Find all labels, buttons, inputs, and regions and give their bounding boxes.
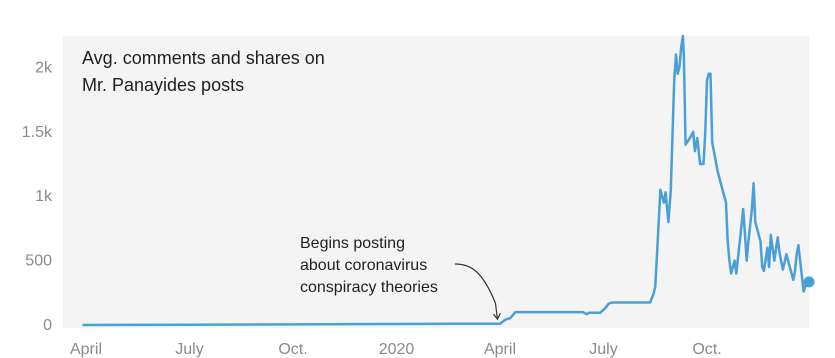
- annotation-line-1: Begins posting: [300, 235, 405, 252]
- x-tick-label: April: [70, 341, 102, 358]
- y-tick-label: 0: [43, 317, 52, 334]
- x-tick-label: April: [484, 341, 516, 358]
- annotation-arrowhead: [492, 312, 501, 321]
- x-tick-label: July: [175, 341, 203, 358]
- y-tick-label: 1k: [35, 188, 53, 205]
- annotation-line-3: conspiracy theories: [300, 279, 438, 296]
- annotation-arrow: [454, 263, 499, 320]
- y-tick-label: 2k: [35, 59, 53, 76]
- annotation-line-2: about coronavirus: [300, 257, 427, 274]
- x-tick-label: July: [589, 341, 617, 358]
- y-tick-label: 1.5k: [22, 124, 53, 141]
- chart-title-line-1: Avg. comments and shares on: [82, 48, 325, 68]
- series-line: [82, 34, 811, 327]
- chart-title: Avg. comments and shares on Mr. Panayide…: [82, 48, 325, 95]
- series-layer: [82, 34, 815, 327]
- chart-title-line-2: Mr. Panayides posts: [82, 75, 244, 95]
- x-axis-ticks: April July Oct. 2020 April July Oct.: [70, 341, 722, 358]
- annotation: Begins posting about coronavirus conspir…: [300, 235, 501, 321]
- y-tick-label: 500: [25, 253, 52, 270]
- y-axis-ticks: 0 500 1k 1.5k 2k: [22, 59, 53, 334]
- x-tick-label: Oct.: [278, 341, 307, 358]
- x-tick-label: 2020: [379, 341, 415, 358]
- x-tick-label: Oct.: [692, 341, 721, 358]
- series-end-marker: [803, 276, 815, 288]
